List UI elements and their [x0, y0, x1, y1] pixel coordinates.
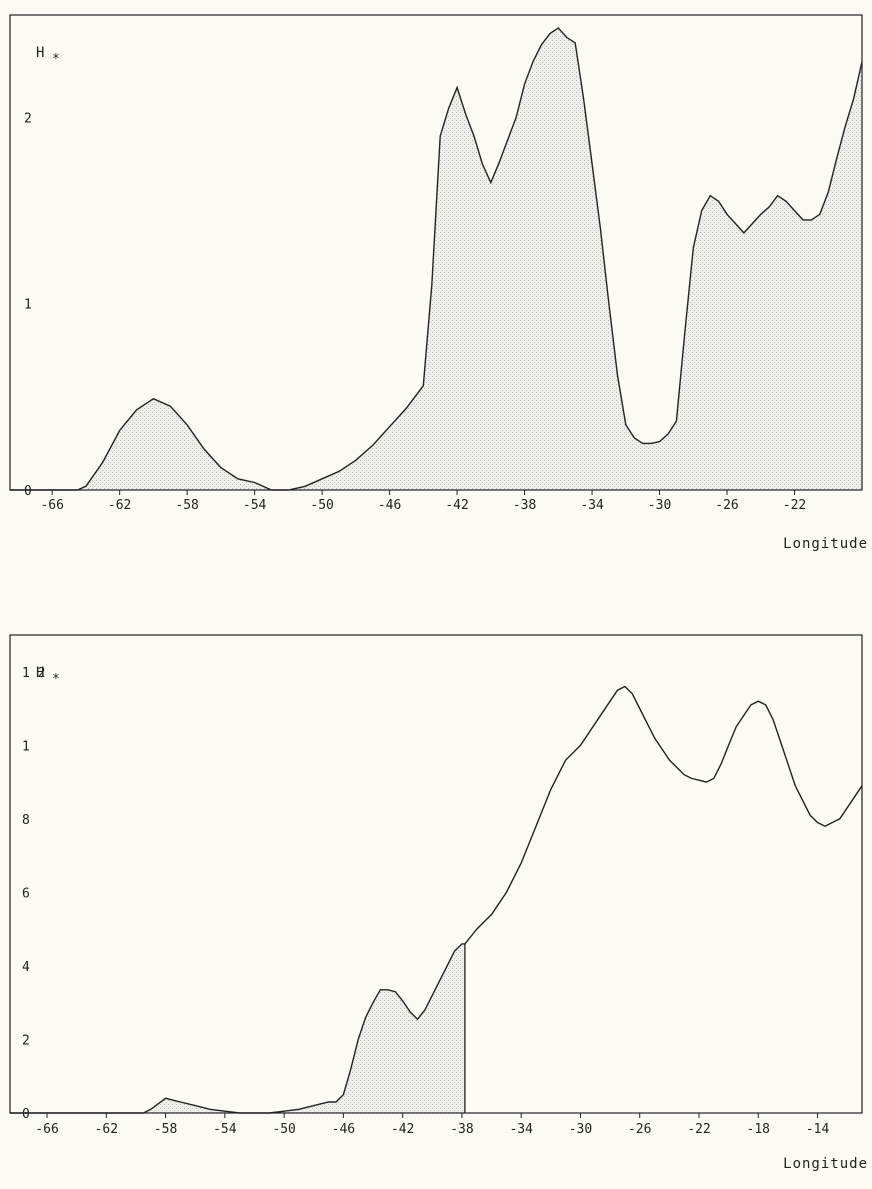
shaded-area [85, 28, 862, 490]
chart-top: -66 -62 -58 -54 -50 -46 -42 -38 -34 -30 -26 -22 0 1 2 H… [9, 14, 868, 552]
x-tick-label: -42 [391, 1122, 414, 1137]
x-tick-label: -58 [175, 498, 198, 513]
y-tick-label: 1 2 [22, 666, 45, 681]
x-tick-label: -54 [213, 1122, 237, 1137]
series-line [10, 685, 863, 1114]
series-line [10, 27, 863, 491]
x-tick-label: -58 [154, 1122, 177, 1137]
y-axis-title: H [36, 45, 45, 61]
x-tick-label: -30 [569, 1122, 592, 1137]
y-axis-title-subscript: * [52, 52, 60, 67]
x-tick-label: -34 [509, 1122, 533, 1137]
y-axis-title-subscript: * [52, 672, 60, 687]
x-tick-label: -46 [378, 498, 401, 513]
plot-frame [9, 14, 863, 491]
x-tick-label: -30 [648, 498, 671, 513]
x-tick-label: -50 [272, 1122, 295, 1137]
x-tick-label: -66 [40, 498, 63, 513]
shaded-area [150, 943, 465, 1113]
y-tick-label: 4 [22, 960, 30, 975]
x-tick-label: -22 [687, 1122, 710, 1137]
y-tick-label: 0 [22, 1107, 30, 1122]
y-tick-label: 8 [22, 813, 30, 828]
x-tick-label: -38 [513, 498, 536, 513]
x-tick-label: -62 [108, 498, 131, 513]
x-tick-label: -14 [806, 1122, 830, 1137]
x-tick-label: -18 [747, 1122, 770, 1137]
x-tick-label: -46 [332, 1122, 355, 1137]
x-tick-label: -62 [95, 1122, 118, 1137]
x-tick-label: -42 [445, 498, 468, 513]
x-tick-label: -26 [715, 498, 738, 513]
plot-frame [9, 634, 863, 1114]
x-tick-label: -54 [243, 498, 267, 513]
y-tick-label: 0 [24, 484, 32, 499]
x-tick-label: -22 [783, 498, 806, 513]
y-tick-label: 1 [22, 739, 30, 754]
y-tick-label: 2 [24, 111, 32, 126]
chart-bottom: -66 -62 -58 -54 -50 -46 -42 -38 -34 -30 -26 -22 -18 -… [9, 634, 868, 1172]
y-tick-label: 1 [24, 298, 32, 313]
x-axis-title: Longitude [783, 1156, 868, 1172]
x-tick-label: -34 [580, 498, 604, 513]
y-axis-title: H [36, 665, 45, 681]
x-tick-label: -26 [628, 1122, 651, 1137]
x-axis-title: Longitude [783, 536, 868, 552]
x-tick-label: -50 [310, 498, 333, 513]
y-tick-label: 6 [22, 886, 30, 901]
x-tick-label: -38 [450, 1122, 473, 1137]
x-tick-label: -66 [35, 1122, 58, 1137]
y-tick-label: 2 [22, 1033, 30, 1048]
